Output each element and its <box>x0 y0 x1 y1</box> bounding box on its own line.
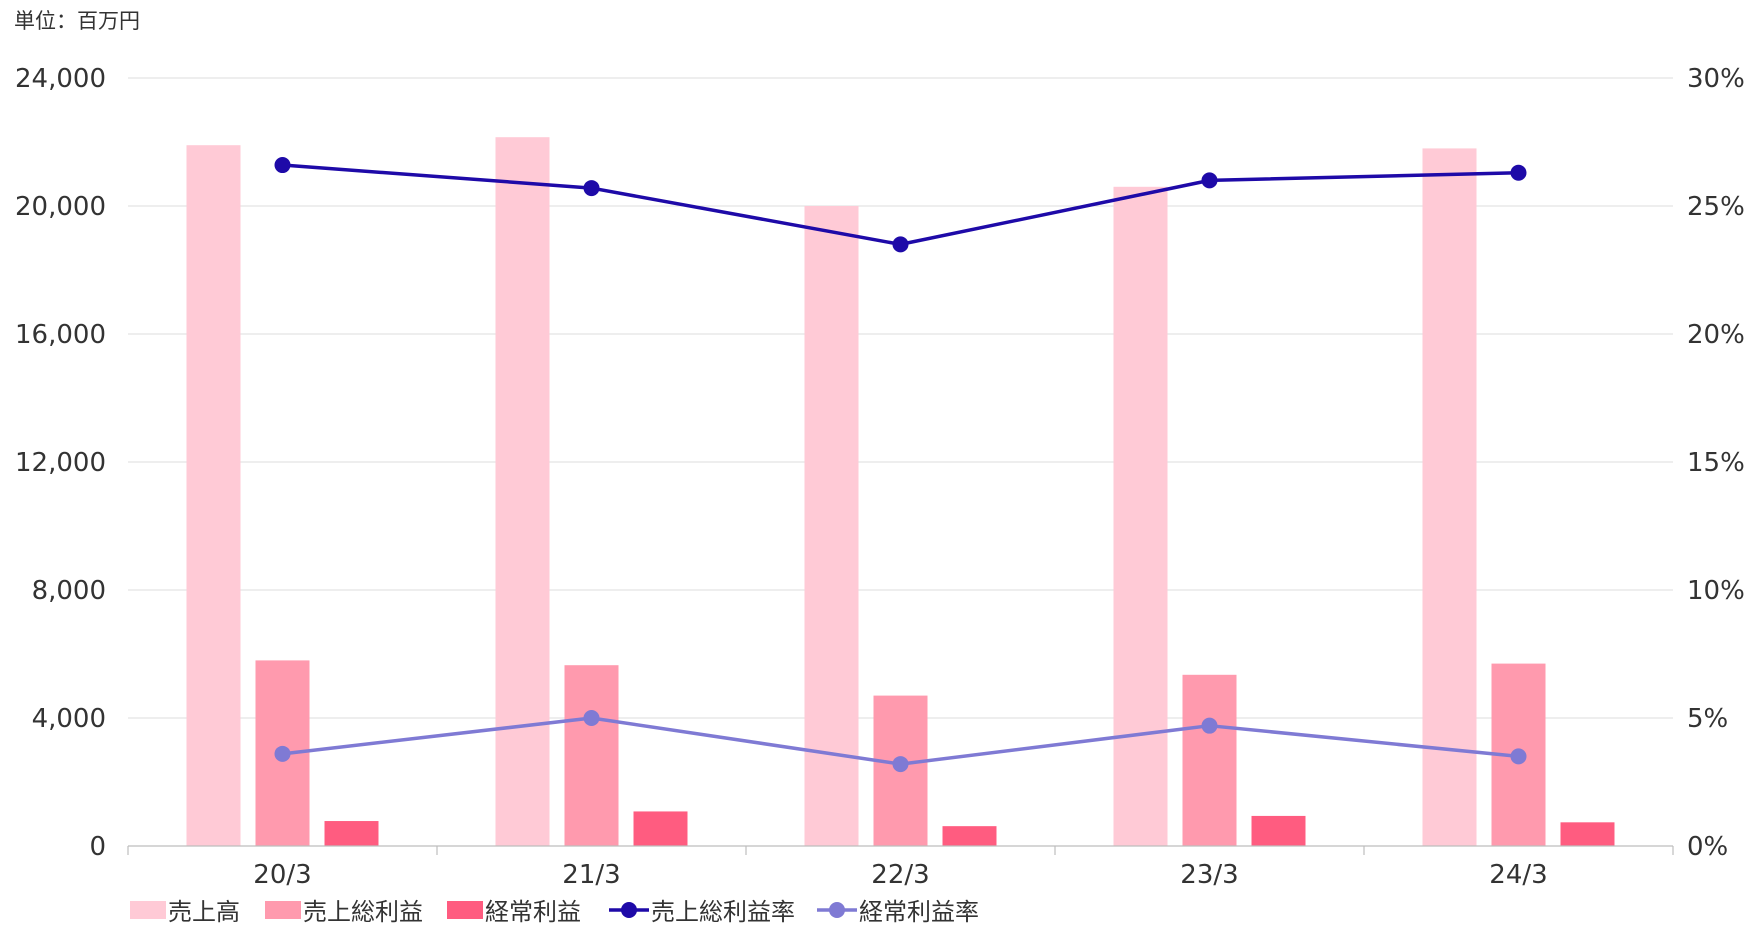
unit-label: 単位：百万円 <box>14 9 140 33</box>
legend-marker-売上総利益率 <box>621 902 637 918</box>
line-売上総利益率 <box>282 163 1519 247</box>
bar-経常利益-21/3 <box>633 811 688 846</box>
bar-売上高-23/3 <box>1113 186 1168 847</box>
bar-経常利益-22/3 <box>942 826 997 846</box>
bar-売上高-21/3 <box>495 137 550 846</box>
y-axis-left-ticks: 0 4,000 8,000 12,000 16,000 20,000 24,000 <box>15 64 106 862</box>
legend-label: 経常利益率 <box>859 898 979 926</box>
x-axis <box>127 845 1674 855</box>
legend-swatch-経常利益 <box>447 901 483 919</box>
y-left-tick-label: 12,000 <box>15 448 106 478</box>
y-right-tick-label: 20% <box>1687 320 1745 350</box>
y-left-tick-label: 4,000 <box>32 704 106 734</box>
y-right-tick-label: 15% <box>1687 448 1745 478</box>
y-left-tick-label: 0 <box>89 832 106 862</box>
grid-lines <box>128 77 1673 719</box>
legend-swatch-売上総利益 <box>265 901 301 919</box>
point-経常利益率-23/3 <box>1201 717 1218 734</box>
y-left-tick-label: 8,000 <box>32 576 106 606</box>
x-tick-label: 21/3 <box>562 860 620 890</box>
line-series <box>274 157 1527 773</box>
y-right-tick-label: 30% <box>1687 64 1745 94</box>
legend: 売上高 売上総利益 経常利益 売上総利益率 経常利益率 <box>130 898 979 926</box>
bar-売上高-24/3 <box>1422 148 1477 846</box>
y-axis-right-ticks: 0% 5% 10% 15% 20% 25% 30% <box>1687 64 1745 862</box>
legend-label: 経常利益 <box>485 898 581 926</box>
bar-売上高-20/3 <box>186 145 241 846</box>
point-売上総利益率-23/3 <box>1201 172 1218 189</box>
x-tick-label: 24/3 <box>1489 860 1547 890</box>
bar-売上高-22/3 <box>804 206 859 846</box>
point-経常利益率-22/3 <box>892 756 909 773</box>
bar-売上総利益-23/3 <box>1182 674 1237 846</box>
y-right-tick-label: 10% <box>1687 576 1745 606</box>
x-axis-ticks: 20/3 21/3 22/3 23/3 24/3 <box>253 860 1547 890</box>
point-売上総利益率-24/3 <box>1510 164 1527 181</box>
y-right-tick-label: 25% <box>1687 192 1745 222</box>
legend-label: 売上総利益 <box>303 898 423 926</box>
y-right-tick-label: 5% <box>1687 704 1728 734</box>
legend-swatch-売上高 <box>130 901 166 919</box>
bar-series <box>186 137 1615 847</box>
legend-label: 売上総利益率 <box>651 898 795 926</box>
legend-marker-経常利益率 <box>829 902 845 918</box>
y-left-tick-label: 16,000 <box>15 320 106 350</box>
bar-売上総利益-21/3 <box>564 665 619 846</box>
point-経常利益率-20/3 <box>274 745 291 762</box>
y-right-tick-label: 0% <box>1687 832 1728 862</box>
bar-経常利益-23/3 <box>1251 815 1306 846</box>
y-left-tick-label: 20,000 <box>15 192 106 222</box>
point-経常利益率-24/3 <box>1510 748 1527 765</box>
x-tick-label: 22/3 <box>871 860 929 890</box>
bar-経常利益-20/3 <box>324 821 379 846</box>
point-売上総利益率-21/3 <box>583 180 600 197</box>
point-売上総利益率-22/3 <box>892 236 909 253</box>
x-tick-label: 20/3 <box>253 860 311 890</box>
x-tick-label: 23/3 <box>1180 860 1238 890</box>
legend-label: 売上高 <box>168 898 240 926</box>
point-売上総利益率-20/3 <box>274 157 291 174</box>
point-経常利益率-21/3 <box>583 710 600 726</box>
bar-経常利益-24/3 <box>1560 822 1615 846</box>
y-left-tick-label: 24,000 <box>15 64 106 94</box>
